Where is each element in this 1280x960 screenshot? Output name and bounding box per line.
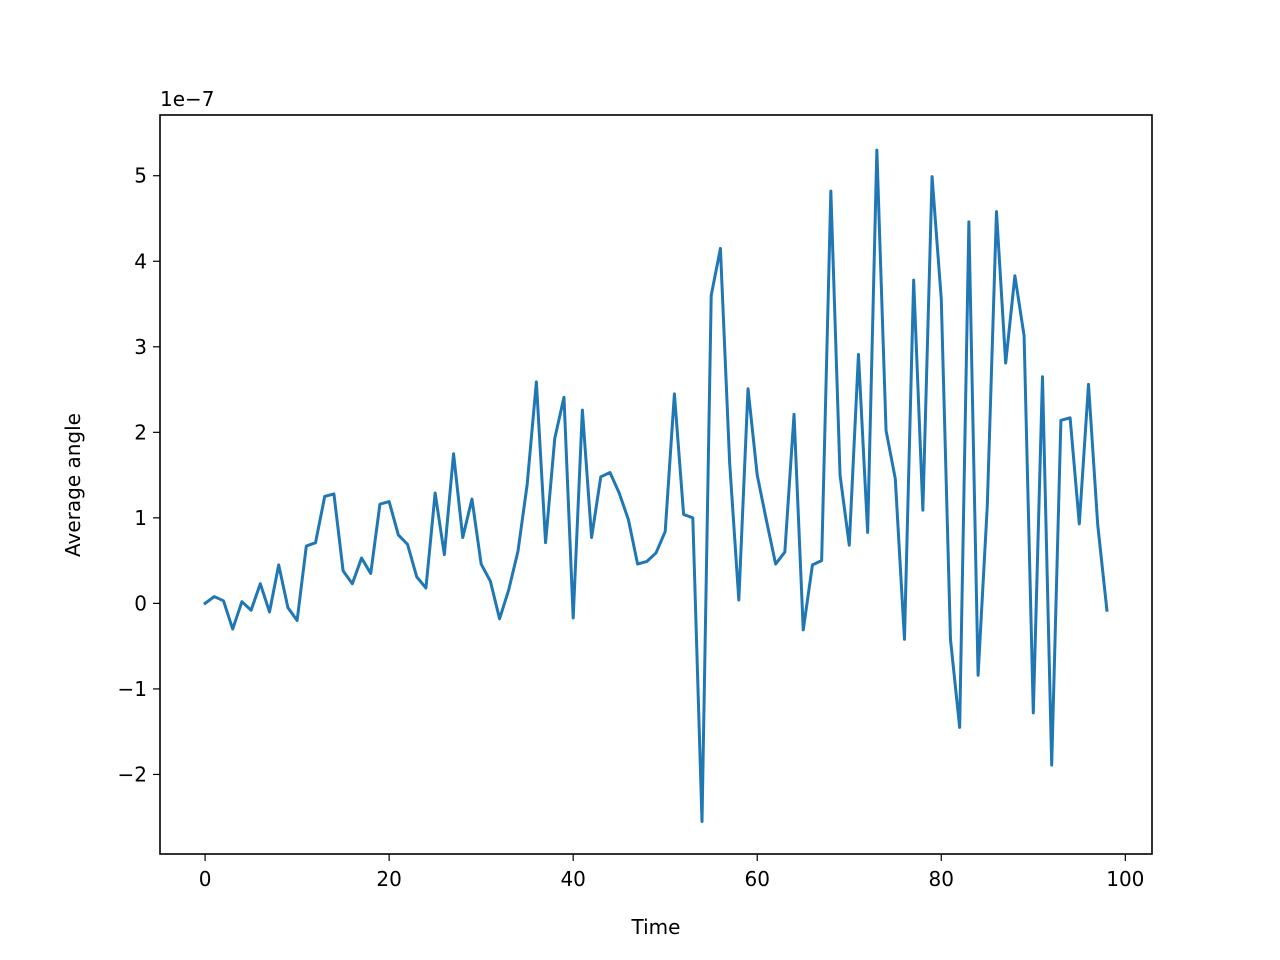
series-layer <box>202 148 1109 823</box>
y-tick-label: −1 <box>118 677 147 701</box>
x-tick-label: 20 <box>376 867 401 891</box>
y-axis-label: Average angle <box>61 413 85 557</box>
y-tick-label: 2 <box>134 420 147 444</box>
x-tick-label: 80 <box>929 867 954 891</box>
y-axis-ticks: −2 −1 0 1 2 3 4 5 <box>118 164 160 786</box>
y-tick-label: 0 <box>134 591 147 615</box>
x-tick-label: 60 <box>744 867 769 891</box>
y-tick-label: 1 <box>134 506 147 530</box>
y-tick-label: −2 <box>118 762 147 786</box>
y-tick-label: 3 <box>134 335 147 359</box>
x-axis-ticks: 0 20 40 60 80 100 <box>199 854 1144 891</box>
x-tick-label: 40 <box>560 867 585 891</box>
y-tick-label: 5 <box>134 164 147 188</box>
series-line-0 <box>202 148 1109 823</box>
plot-frame <box>159 114 1153 855</box>
y-tick-label: 4 <box>134 249 147 273</box>
x-tick-label: 0 <box>199 867 212 891</box>
x-axis-label: Time <box>631 915 681 939</box>
y-axis-scale-label: 1e−7 <box>160 87 215 111</box>
x-tick-label: 100 <box>1106 867 1144 891</box>
